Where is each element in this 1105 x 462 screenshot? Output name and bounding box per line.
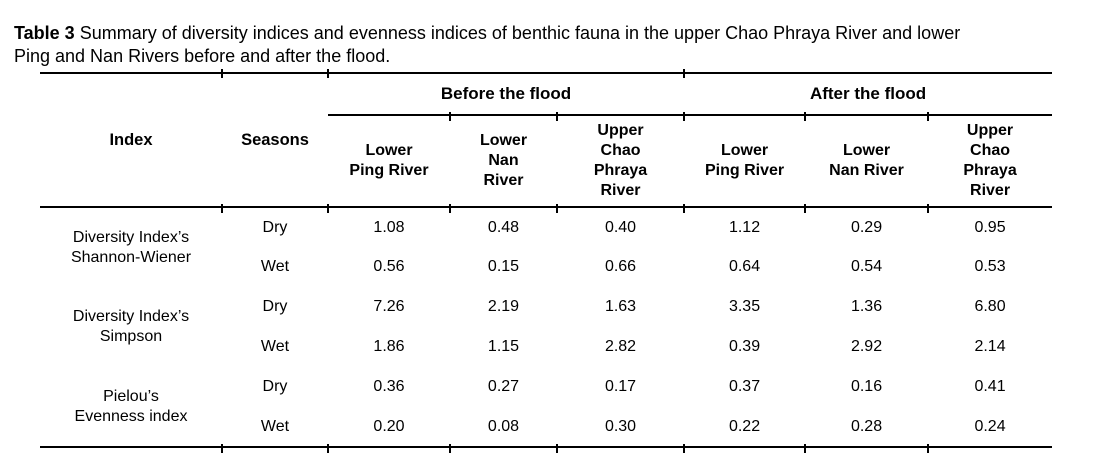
value-cell: 0.54 [850,258,883,275]
value-cell: 0.22 [728,417,761,435]
rule-tick [683,112,685,121]
rule-tick [449,112,451,121]
value-cell: 1.86 [373,338,405,355]
rule-tick [556,444,558,453]
value-cell: 0.15 [487,258,520,275]
table-row: Wet 1.86 1.15 2.82 0.39 2.92 2.14 [40,327,1052,367]
value-cell: 0.48 [487,218,520,236]
value-cell: 1.15 [487,338,520,355]
value-cell: 0.53 [974,258,1006,275]
header-before-flood: Before the flood [328,73,685,116]
caption-line2: Ping and Nan Rivers before and after the… [14,46,391,66]
rule-tick [221,444,223,453]
value-cell: 0.39 [728,338,761,355]
value-cell: 0.66 [604,258,637,275]
value-cell: 0.36 [373,378,405,395]
value-cell: 1.36 [850,298,883,315]
rule-tick [556,204,558,213]
index-label-simpson: Diversity Index’s Simpson [72,308,190,345]
value-cell: 0.27 [487,378,520,395]
table-caption: Table 3 Summary of diversity indices and… [14,22,1099,68]
summary-table: Index Seasons Before the flood After the… [40,72,1053,448]
rule-tick [327,69,329,78]
header-before-lower-ping-river: Lower Ping River [328,115,450,208]
rule-tick [927,444,929,453]
season-cell: Wet [260,338,290,355]
value-cell: 3.35 [728,298,761,315]
header-before-lower-nan-river: Lower Nan River [450,115,557,208]
header-after-upper-chao-phraya-river: Upper Chao Phraya River [928,115,1053,208]
value-cell: 0.95 [974,218,1006,236]
season-cell: Dry [262,378,288,395]
table-row: Pielou’s Evenness index Dry 0.36 0.27 0.… [40,367,1052,425]
table-row: Wet 0.20 0.08 0.30 0.22 0.28 0.24 [40,407,1052,447]
caption-line1: Table 3 Summary of diversity indices and… [14,23,960,43]
value-cell: 1.63 [604,298,637,315]
rule-tick [556,112,558,121]
rule-tick [221,204,223,213]
rule-tick [927,204,929,213]
value-cell: 0.37 [728,378,761,395]
value-cell: 2.14 [974,338,1006,355]
rule-tick [683,69,685,78]
value-cell: 2.92 [850,338,883,355]
value-cell: 0.16 [850,378,883,395]
season-cell: Dry [262,218,288,236]
header-before-upper-chao-phraya-river: Upper Chao Phraya River [557,115,685,208]
header-group-row: Index Seasons Before the flood After the… [40,73,1053,208]
value-cell: 7.26 [373,298,405,315]
table-row: Diversity Index’s Simpson Dry 7.26 2.19 … [40,287,1052,345]
value-cell: 0.40 [604,218,637,236]
season-cell: Wet [260,417,290,435]
summary-table-wrap: Index Seasons Before the flood After the… [40,69,1053,453]
value-cell: 0.08 [487,417,520,435]
header-after-flood: After the flood [684,73,1053,116]
value-cell: 0.41 [974,378,1006,395]
value-cell: 2.19 [487,298,520,315]
rule-tick [327,444,329,453]
header-index: Index [40,73,222,208]
rule-tick [683,444,685,453]
rule-tick [327,204,329,213]
value-cell: 0.29 [850,218,883,236]
rule-tick [804,444,806,453]
season-cell: Wet [260,258,290,275]
rule-tick [449,444,451,453]
value-cell: 0.20 [373,417,405,435]
value-cell: 0.24 [974,417,1006,435]
rule-tick [683,204,685,213]
value-cell: 0.28 [850,417,883,435]
table-row: Wet 0.56 0.15 0.66 0.64 0.54 0.53 [40,247,1052,287]
rule-tick [927,112,929,121]
rule-tick [449,204,451,213]
caption-table-number: Table 3 [14,23,75,43]
header-after-lower-nan-river: Lower Nan River [805,115,929,208]
index-label-shannon-wiener: Diversity Index’s Shannon-Wiener [70,228,192,266]
index-label-pielou: Pielou’s Evenness index [74,387,188,425]
header-river-row: Lower Ping River Lower Nan River Upper C… [40,115,1053,208]
rule-tick [804,204,806,213]
value-cell: 1.08 [373,218,405,236]
value-cell: 0.64 [728,258,761,275]
table-row: Diversity Index’s Shannon-Wiener Dry 1.0… [40,207,1052,266]
caption-text: Summary of diversity indices and evennes… [79,23,961,43]
value-cell: 0.30 [604,417,637,435]
value-cell: 6.80 [974,298,1006,315]
rule-tick [221,69,223,78]
value-cell: 1.12 [728,218,761,236]
header-seasons: Seasons [222,73,328,208]
season-cell: Dry [262,298,288,315]
value-cell: 0.17 [604,378,637,395]
header-after-lower-ping-river: Lower Ping River [684,115,806,208]
value-cell: 0.56 [373,258,405,275]
value-cell: 2.82 [604,338,637,355]
rule-tick [804,112,806,121]
